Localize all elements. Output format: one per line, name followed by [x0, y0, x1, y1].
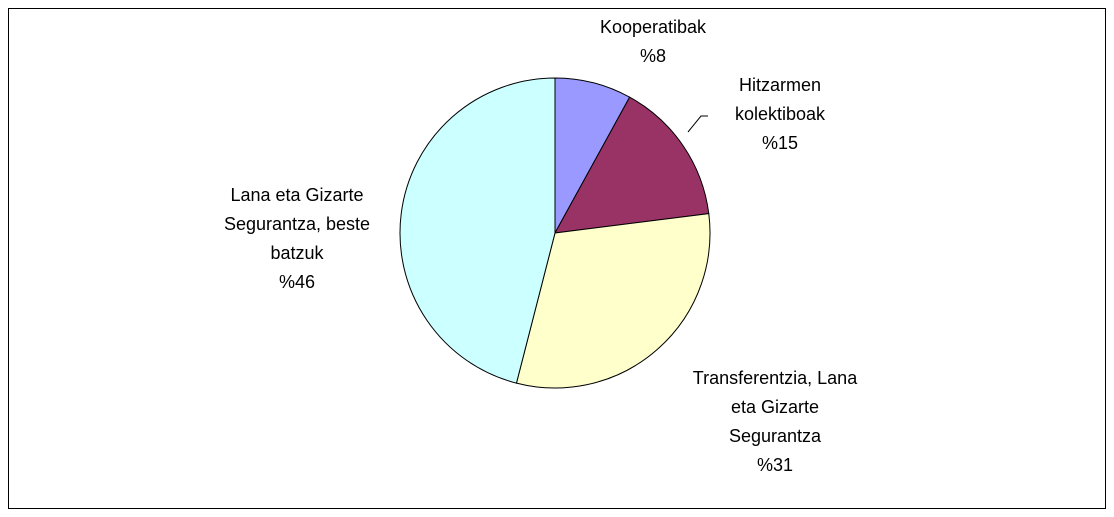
- pie-slice: [515, 213, 711, 389]
- value-label: %15: [761, 133, 799, 153]
- pie-slice: [399, 77, 556, 384]
- category-label: Hitzarmen kolektiboak: [734, 75, 826, 124]
- slice-label: Transferentzia, Lana eta Gizarte Seguran…: [683, 364, 868, 480]
- value-label: %46: [278, 272, 316, 292]
- leader-line: [687, 115, 708, 133]
- slice-label: Lana eta Gizarte Segurantza, beste batzu…: [212, 181, 382, 297]
- value-label: %8: [639, 46, 666, 66]
- value-label: %31: [756, 455, 794, 475]
- category-label: Kooperatibak: [599, 17, 707, 37]
- slice-label: Kooperatibak %8: [578, 13, 728, 71]
- slice-label: Hitzarmen kolektiboak %15: [725, 71, 835, 158]
- pie-slice: [554, 96, 710, 234]
- category-label: Lana eta Gizarte Segurantza, beste batzu…: [223, 185, 371, 263]
- category-label: Transferentzia, Lana eta Gizarte Seguran…: [692, 368, 858, 446]
